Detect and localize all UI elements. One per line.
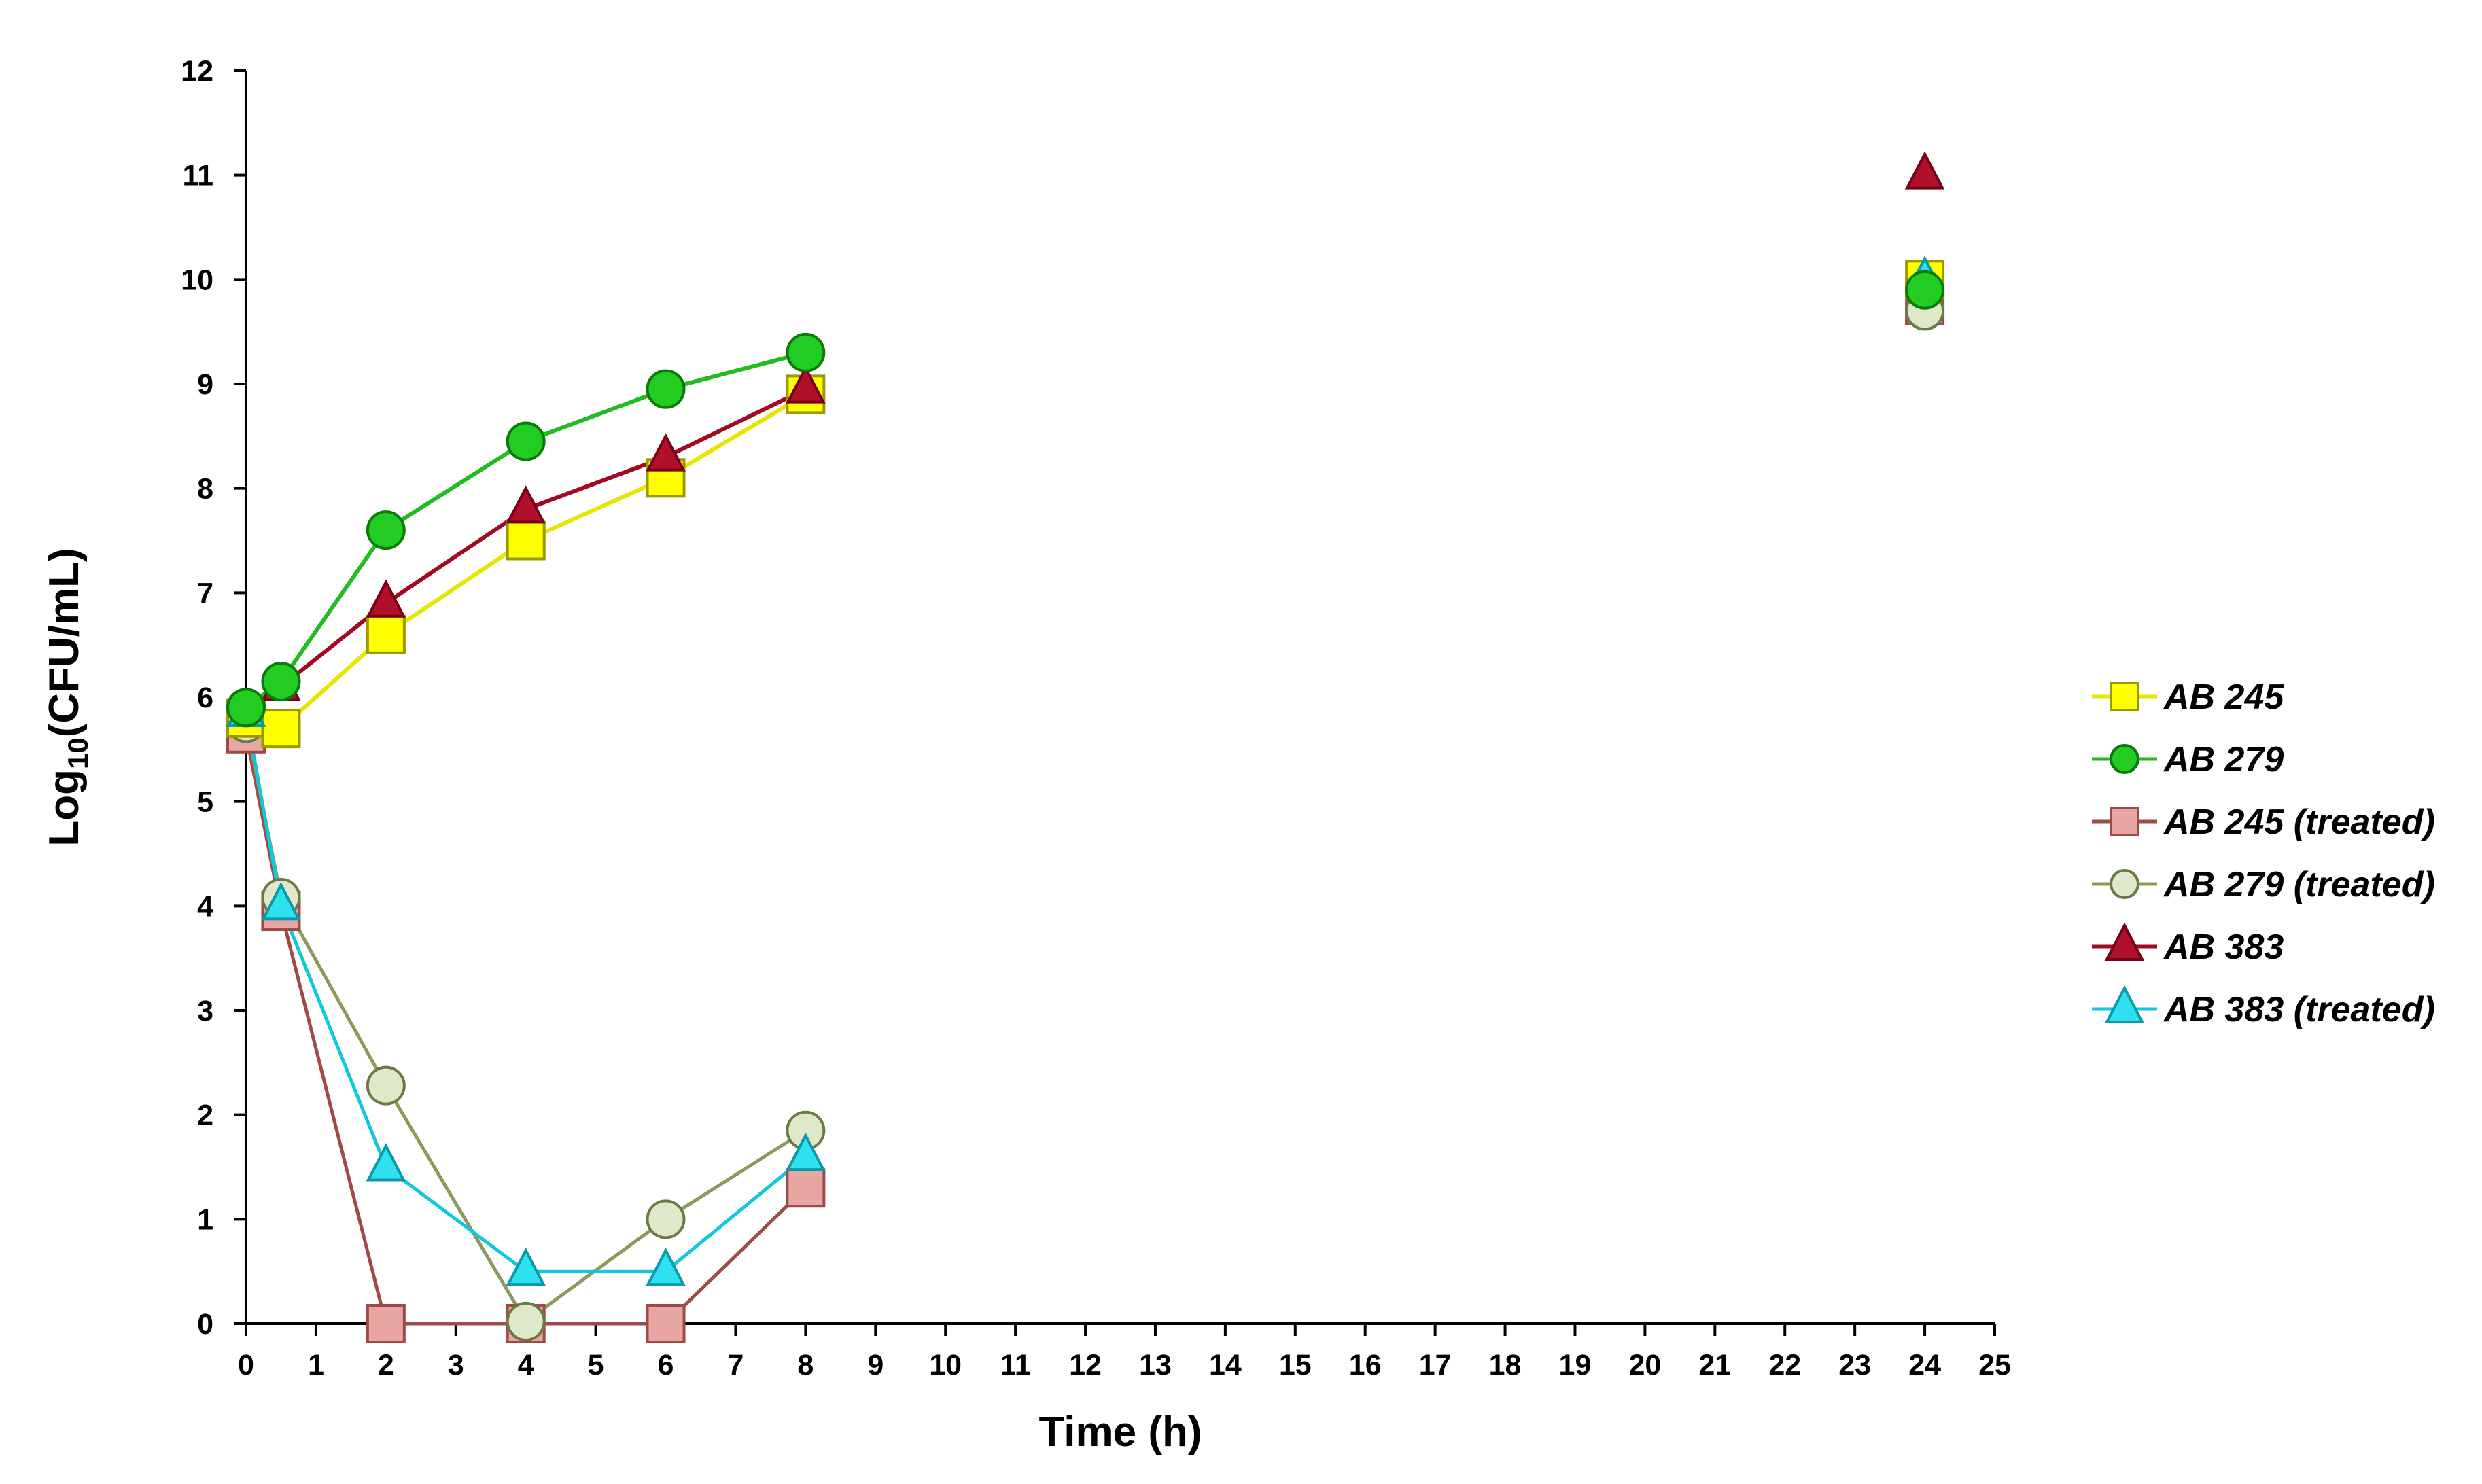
x-tick-label: 18 [1489,1349,1522,1381]
y-axis-title-prefix: Log [41,769,88,847]
data-point-ab-279 [646,369,686,409]
y-tick-label: 12 [181,55,213,88]
x-tick-label: 21 [1698,1349,1731,1381]
legend-marker-ab-279-treated [2110,869,2139,899]
axes: 0 1 2 3 4 5 6 7 8 9 10 11 12 13 14 15 16 17 18 19 20 21 22 23 24… [181,55,2011,1381]
x-tick-label: 4 [518,1349,534,1381]
data-point-ab-383 [786,365,826,404]
data-point-ab-279 [261,661,301,701]
data-point-ab-279 [226,688,266,728]
x-tick-label: 2 [378,1349,394,1381]
data-point-ab-383 [1904,151,1945,190]
data-point-ab-279-treated [366,1065,406,1106]
data-point-ab-245 [506,520,546,561]
data-point-ab-279-treated [506,1301,546,1341]
x-tick-label: 7 [727,1349,744,1381]
legend-marker-ab-279 [2110,744,2139,774]
x-axis-title: Time (h) [1039,1409,1202,1455]
x-tick-label: 25 [1978,1349,2011,1381]
legend-label-ab-245-treated: AB 245 (treated) [2163,802,2435,842]
legend-marker-ab-245-treated [2110,807,2139,836]
data-point-ab-245 [366,614,406,654]
series-markers [226,151,1945,1343]
x-tick-label: 15 [1279,1349,1312,1381]
legend: AB 245 AB 279 AB 245 (treated) AB 279 (trea… [2092,677,2435,1029]
x-tick-label: 14 [1209,1349,1242,1381]
data-point-ab-245-treated [646,1304,686,1343]
y-tick-label: 5 [197,786,213,819]
data-point-ab-383 [646,433,686,472]
legend-label-ab-279-treated: AB 279 (treated) [2163,865,2435,904]
legend-label-ab-279: AB 279 [2163,740,2284,779]
legend-label-ab-383: AB 383 [2163,928,2284,967]
x-tick-label: 16 [1349,1349,1382,1381]
data-point-ab-279 [1905,270,1945,310]
x-tick-label: 9 [867,1349,884,1381]
y-axis-title-suffix: (CFU/mL) [41,548,88,737]
legend-label-ab-245: AB 245 [2163,677,2284,717]
x-tick-label: 22 [1768,1349,1801,1381]
series-line-ab-383-treated [244,712,807,1273]
y-tick-label: 4 [197,890,213,923]
legend-marker-ab-245 [2110,682,2139,711]
x-tick-label: 0 [238,1349,254,1381]
y-tick-label: 10 [181,264,213,296]
x-tick-label: 17 [1419,1349,1452,1381]
data-point-ab-383 [506,485,546,524]
legend-marker-ab-383-treated [2104,985,2145,1023]
data-point-ab-383-treated [646,1247,686,1286]
x-tick-label: 23 [1838,1349,1871,1381]
data-point-ab-245-treated [786,1168,826,1208]
y-axis-title-subscript: 10 [62,737,94,769]
y-tick-label: 9 [197,368,213,401]
x-tick-label: 8 [797,1349,814,1381]
x-tick-label: 11 [1000,1349,1030,1381]
y-tick-label: 0 [197,1308,213,1341]
x-tick-label: 19 [1559,1349,1592,1381]
x-tick-label: 12 [1069,1349,1102,1381]
y-tick-label: 2 [197,1099,213,1132]
series-line-ab-279-treated [244,722,807,1324]
y-tick-label: 7 [197,577,213,610]
data-point-ab-279 [786,332,826,372]
data-point-ab-383-treated [366,1143,406,1182]
y-tick-label: 8 [197,473,213,506]
x-tick-label: 1 [308,1349,324,1381]
y-tick-label: 1 [197,1203,213,1236]
x-tick-label: 5 [588,1349,604,1381]
data-point-ab-383-treated [506,1247,546,1286]
data-point-ab-245-treated [366,1304,406,1343]
x-tick-label: 10 [929,1349,962,1381]
legend-label-ab-383-treated: AB 383 (treated) [2163,990,2435,1029]
data-point-ab-279 [506,421,546,461]
x-tick-label: 20 [1628,1349,1661,1381]
legend-marker-ab-383 [2104,922,2145,961]
data-point-ab-245 [261,709,301,749]
x-tick-label: 24 [1908,1349,1941,1381]
data-point-ab-279 [366,510,406,550]
data-point-ab-383 [366,579,406,618]
y-tick-label: 11 [183,160,213,192]
y-tick-label: 3 [197,995,213,1027]
y-tick-label: 6 [197,682,213,714]
data-point-ab-279-treated [646,1199,686,1239]
y-axis-title: Log10(CFU/mL) [41,548,94,846]
x-tick-label: 3 [448,1349,464,1381]
x-tick-label: 13 [1139,1349,1172,1381]
x-tick-label: 6 [658,1349,674,1381]
data-point-ab-383-treated [261,881,301,921]
data-point-ab-383-treated [786,1132,826,1171]
